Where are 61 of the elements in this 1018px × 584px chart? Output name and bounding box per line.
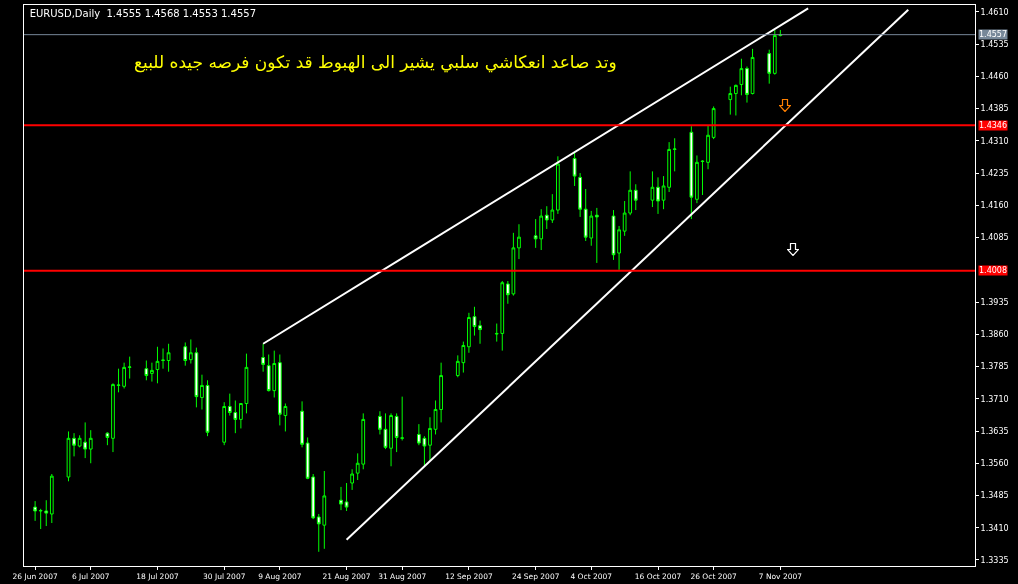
candlestick bbox=[594, 207, 599, 264]
y-tick-label: 1.4160 bbox=[980, 201, 1009, 211]
chart-title: EURUSD,Daily 1.4555 1.4568 1.4553 1.4557 bbox=[29, 8, 256, 19]
candlestick bbox=[672, 137, 677, 172]
y-tick-label: 1.4535 bbox=[980, 39, 1009, 49]
candlestick bbox=[222, 401, 227, 446]
candlestick bbox=[150, 362, 154, 383]
ref-line-label: 1.4008 bbox=[979, 266, 1007, 275]
candlestick bbox=[711, 105, 716, 140]
candlestick bbox=[650, 170, 655, 208]
candlestick bbox=[127, 356, 132, 380]
candlestick bbox=[205, 379, 210, 437]
annotation: وتد صاعد انعكاشي سلبي يشير الى الهبوط قد تكون فرصه جيده للبيع bbox=[134, 52, 617, 73]
candlestick bbox=[478, 320, 482, 345]
y-tick-label: 1.4085 bbox=[980, 233, 1009, 243]
y-tick-label: 1.3410 bbox=[980, 523, 1009, 533]
candlestick bbox=[105, 431, 110, 446]
candlestick bbox=[633, 183, 638, 211]
candlestick bbox=[350, 468, 354, 491]
y-tick-label: 1.4460 bbox=[980, 72, 1009, 82]
candlestick bbox=[656, 176, 660, 215]
candlestick bbox=[556, 155, 560, 215]
candlestick bbox=[200, 374, 204, 411]
y-tick-label: 1.4385 bbox=[980, 104, 1009, 114]
candlestick bbox=[767, 49, 772, 85]
y-tick-label: 1.4235 bbox=[980, 168, 1009, 178]
y-tick-label: 1.3485 bbox=[980, 491, 1009, 501]
candlestick bbox=[49, 473, 54, 524]
candlestick bbox=[88, 429, 93, 464]
y-tick-label: 1.3335 bbox=[980, 555, 1009, 565]
y-tick-label: 1.3560 bbox=[980, 459, 1009, 469]
candlestick bbox=[745, 65, 749, 104]
candlestick bbox=[144, 360, 149, 381]
candlestick bbox=[166, 343, 171, 373]
ref-line-label: 1.4346 bbox=[979, 121, 1007, 130]
candlestick bbox=[344, 482, 349, 512]
y-tick-label: 1.4310 bbox=[980, 136, 1009, 146]
y-tick-label: 1.3710 bbox=[980, 394, 1009, 404]
ref-line-label: 1.4557 bbox=[979, 30, 1007, 39]
candlestick bbox=[734, 84, 738, 116]
candlestick bbox=[428, 416, 432, 461]
candlestick bbox=[578, 172, 582, 218]
y-tick-label: 1.3935 bbox=[980, 297, 1009, 307]
y-tick-label: 1.4610 bbox=[980, 7, 1009, 17]
candlestick bbox=[728, 86, 733, 116]
candlestick bbox=[572, 151, 577, 187]
candlestick bbox=[739, 58, 744, 96]
candlestick bbox=[183, 341, 188, 367]
candlestick bbox=[517, 223, 521, 260]
y-tick-label: 1.3860 bbox=[980, 330, 1009, 340]
candlestick bbox=[695, 154, 699, 204]
candlestick bbox=[33, 500, 37, 522]
candlestick bbox=[111, 382, 115, 453]
candlestick bbox=[689, 125, 694, 220]
y-tick-label: 1.3785 bbox=[980, 362, 1009, 372]
candlestick bbox=[155, 346, 160, 384]
candlestick bbox=[339, 486, 343, 511]
y-tick-label: 1.3635 bbox=[980, 426, 1009, 436]
candlestick bbox=[750, 48, 755, 95]
candlestick bbox=[300, 400, 304, 448]
candlestick bbox=[161, 347, 165, 370]
